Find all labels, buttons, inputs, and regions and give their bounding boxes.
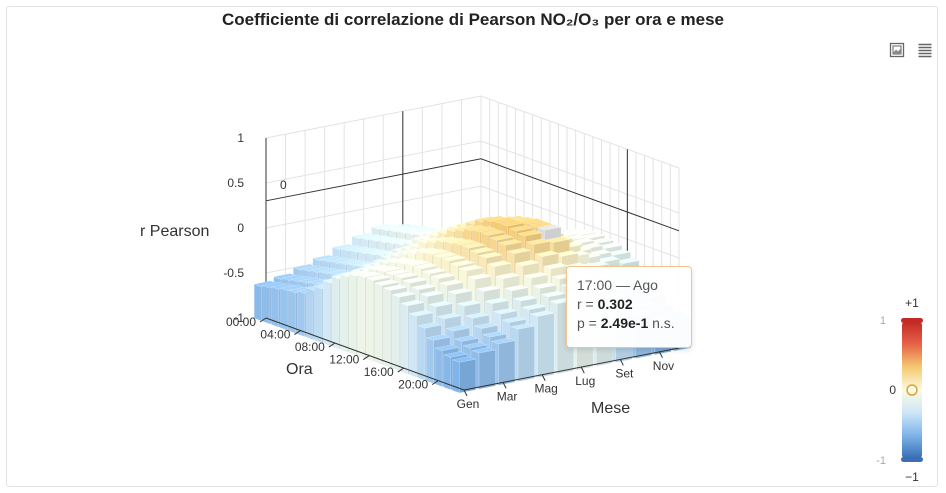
axis-pointer-label: 0 (280, 178, 287, 192)
y-axis-line (463, 347, 680, 391)
y-tick-label: Lug (575, 374, 595, 388)
visual-map (901, 318, 923, 462)
z-tick-label: -1 (233, 311, 244, 325)
z-tick-label: 1 (237, 131, 244, 145)
x-axis-line (265, 317, 465, 391)
y-tick (659, 351, 663, 359)
tooltip-header: 17:00 — Ago (577, 277, 658, 293)
x-tick-label: 04:00 (260, 328, 290, 342)
axis-pointer-line (265, 158, 680, 232)
tooltip-r: r = 0.302 (577, 296, 633, 312)
visual-map-bottom-handle (901, 457, 923, 462)
z-axis-title: r Pearson (140, 223, 209, 240)
x-tick (259, 317, 267, 323)
tooltip: 17:00 — Ago r = 0.302 p = 2.49e-1 n.s. (566, 266, 692, 348)
chart-title: Coefficiente di correlazione di Pearson … (222, 10, 724, 29)
x-tick-label: 20:00 (398, 378, 428, 392)
visual-map-top-handle (901, 318, 923, 323)
z-tick-label: -0.5 (223, 266, 244, 280)
y-tick-label: Mar (497, 389, 518, 403)
bar (451, 356, 477, 394)
visual-map-max-text: 1 (880, 315, 886, 327)
y-tick (619, 359, 624, 366)
x-tick-label: 12:00 (329, 353, 359, 367)
grid-line (265, 95, 680, 169)
y-tick-label: Gen (457, 397, 480, 411)
x-tick-label: 08:00 (295, 340, 325, 354)
z-tick-label: 0.5 (227, 176, 244, 190)
tooltip-p: p = 2.49e-1 n.s. (577, 315, 675, 331)
y-tick (580, 366, 585, 374)
axes (259, 317, 680, 397)
y-axis-title: Mese (591, 400, 630, 417)
visual-map-value: 0 (889, 383, 896, 397)
y-tick-label: Mag (535, 382, 558, 396)
image-icon[interactable] (889, 42, 905, 58)
x-tick-label: 16:00 (364, 365, 394, 379)
y-tick-label: Nov (653, 359, 674, 373)
visual-map-max-label: +1 (905, 296, 919, 310)
y-tick-label: Set (615, 366, 634, 380)
visual-map-min-text: -1 (876, 455, 886, 467)
bars (253, 215, 692, 394)
x-tick (397, 367, 405, 373)
y-tick (463, 389, 468, 397)
y-tick (502, 382, 507, 389)
grid-line (265, 140, 680, 214)
x-tick (363, 355, 370, 360)
x-tick (294, 330, 301, 335)
x-tick (328, 342, 336, 348)
x-axis-title: Ora (286, 361, 313, 378)
data-view-icon[interactable] (917, 42, 933, 58)
visual-map-min-label: −1 (905, 470, 919, 484)
z-tick-label: 0 (237, 221, 244, 235)
y-tick (541, 374, 546, 381)
visual-map-indicator (906, 384, 918, 396)
x-tick-label: 00:00 (226, 315, 256, 329)
x-tick (431, 380, 439, 386)
